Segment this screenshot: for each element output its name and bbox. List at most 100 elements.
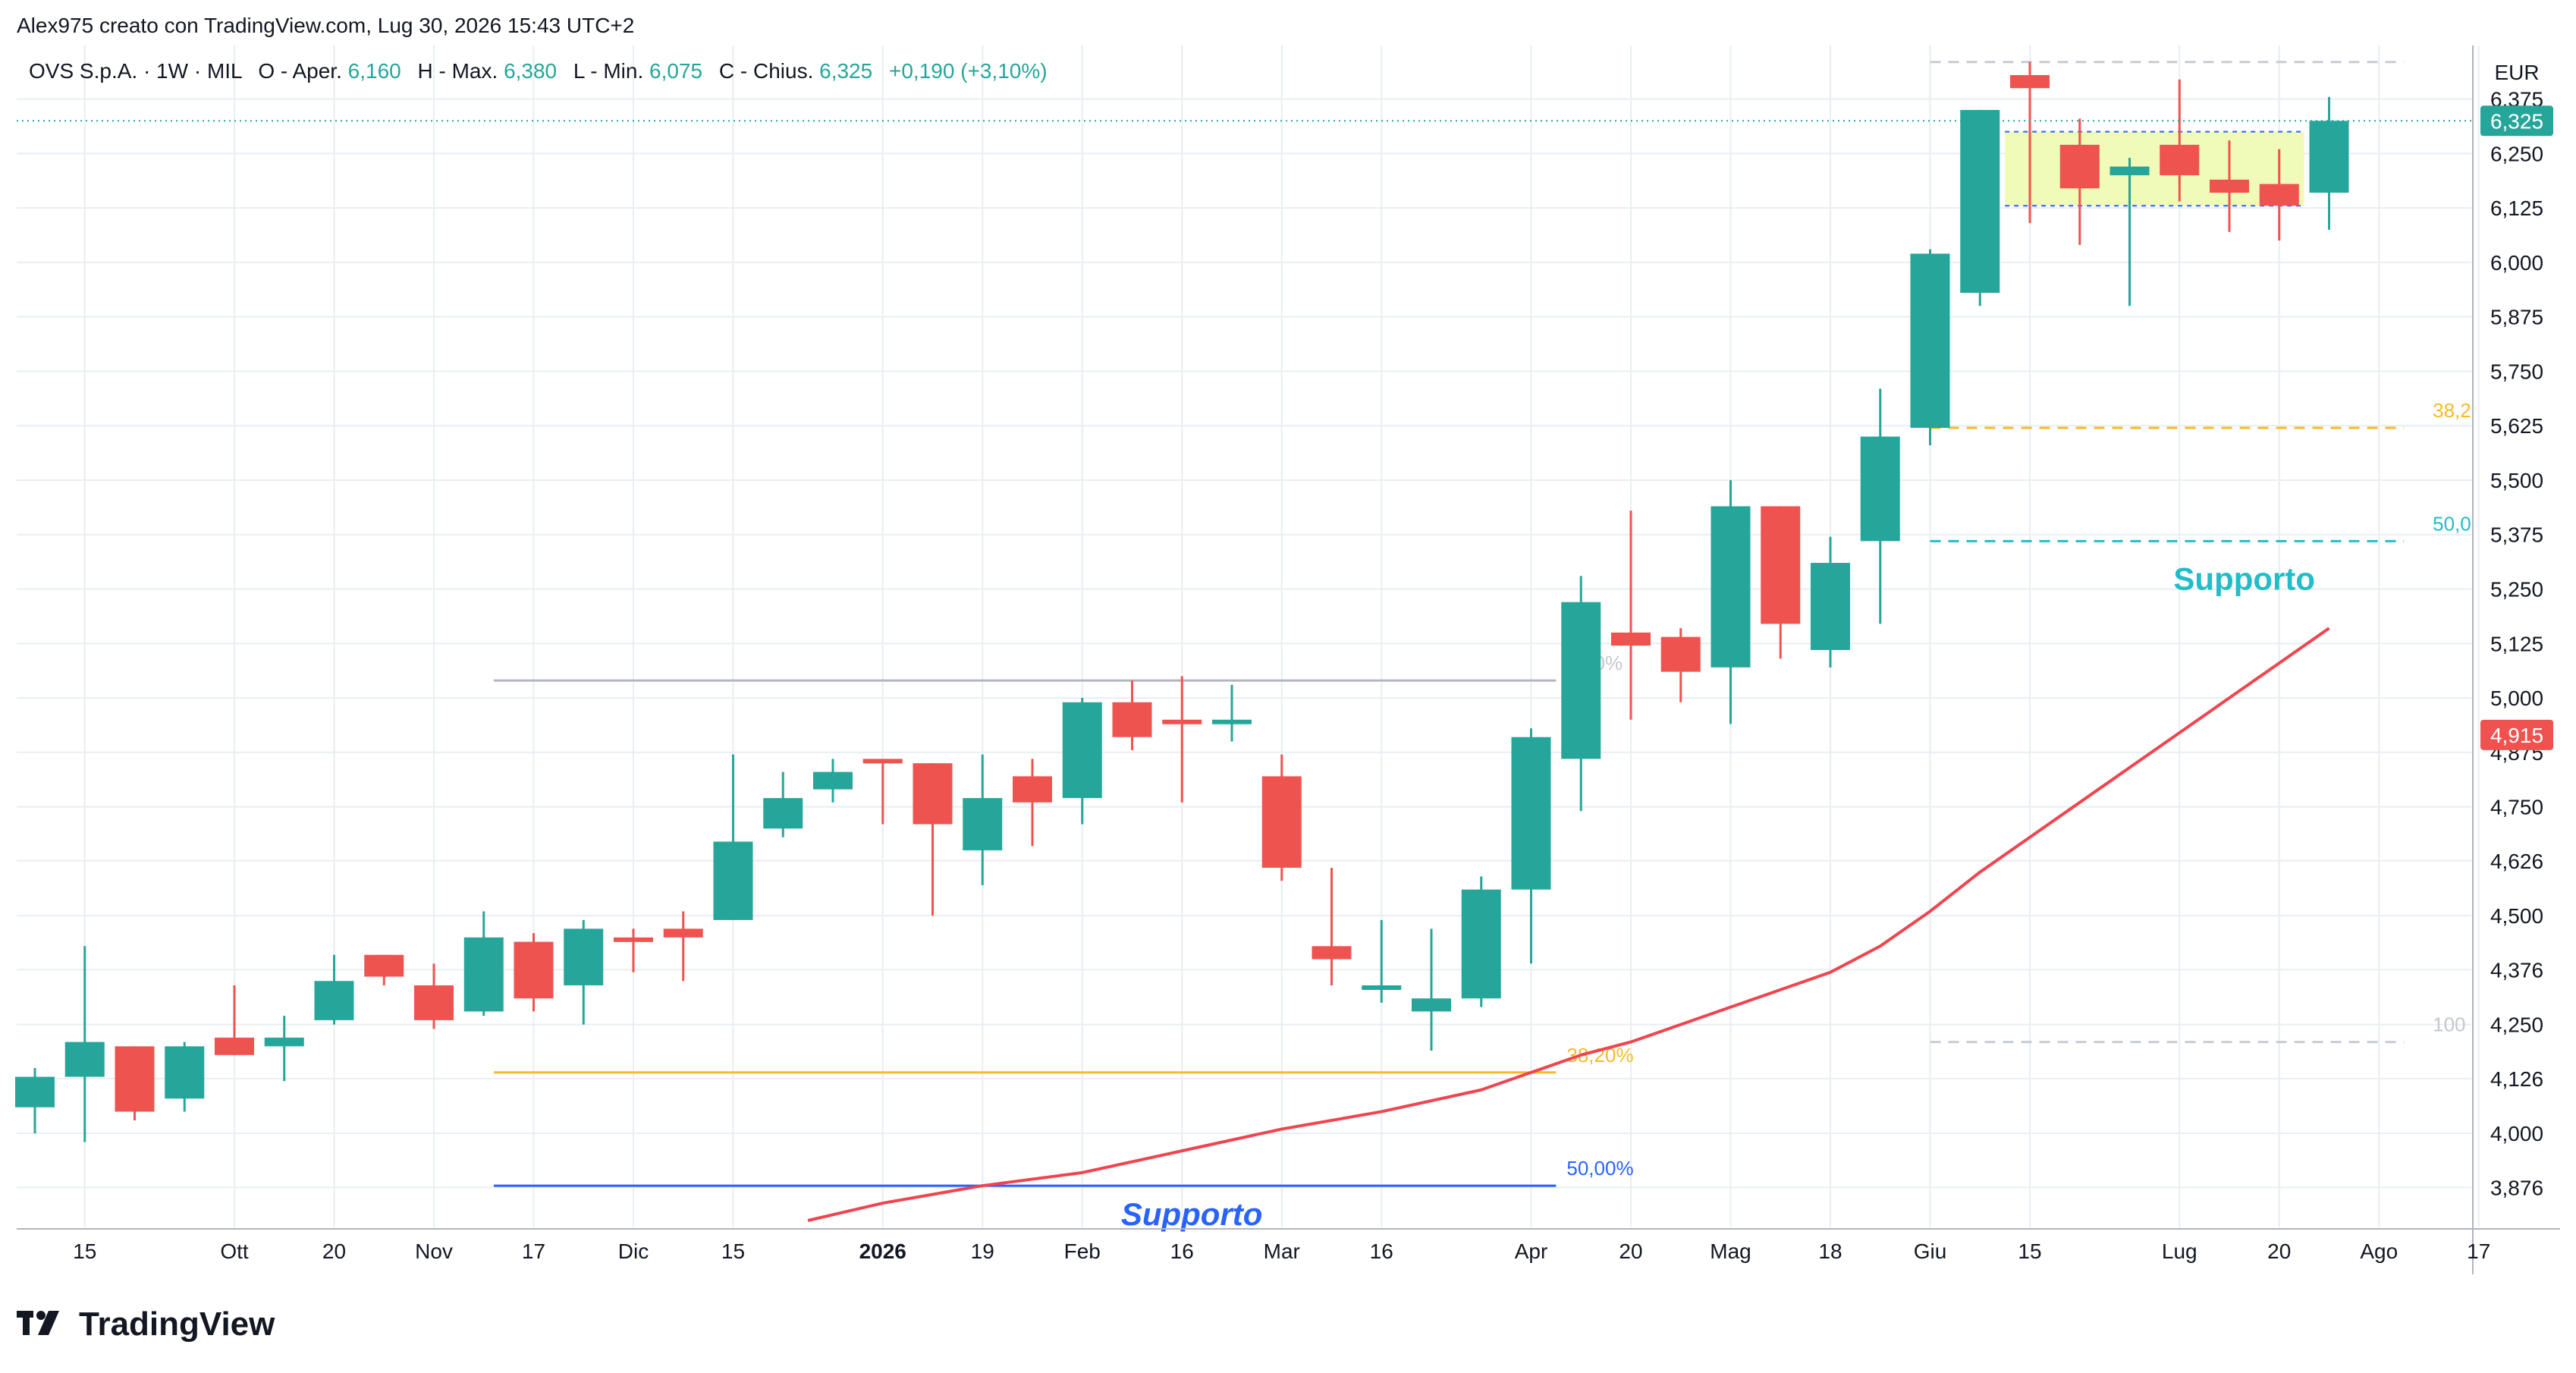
time-tick-label: 2026	[859, 1239, 906, 1263]
symbol-label: OVS S.p.A. · 1W · MIL	[29, 59, 242, 83]
candle[interactable]	[2059, 118, 2100, 245]
candle-body	[963, 798, 1003, 850]
candle[interactable]	[713, 754, 753, 920]
candle-body	[1910, 253, 1950, 429]
price-tick-label: 5,375	[2490, 523, 2543, 547]
time-tick-label: Lug	[2162, 1239, 2197, 1263]
last-price-badge-bg	[2480, 105, 2553, 137]
candle[interactable]	[1013, 759, 1052, 847]
candle[interactable]	[1362, 919, 1402, 1003]
candle[interactable]	[1412, 928, 1451, 1051]
candle[interactable]	[1112, 680, 1152, 750]
candle-body	[1062, 702, 1102, 799]
currency-label[interactable]: EUR	[2494, 61, 2539, 84]
candle[interactable]	[564, 919, 604, 1025]
candle-body	[713, 841, 753, 920]
moving-average[interactable]	[807, 627, 2330, 1222]
price-tick-label: 4,000	[2490, 1122, 2543, 1145]
candle[interactable]	[1910, 249, 1950, 446]
candle[interactable]	[963, 754, 1003, 885]
tradingview-logo-icon	[17, 1311, 59, 1335]
candle[interactable]	[1212, 684, 1252, 742]
low-value: 6,075	[649, 59, 702, 83]
candle-body	[463, 937, 504, 1012]
credit-text: Alex975 creato con TradingView.com, Lug …	[17, 14, 634, 37]
candle[interactable]	[862, 759, 903, 825]
candle-body	[1860, 436, 1900, 542]
price-tick-label: 4,376	[2490, 958, 2543, 982]
candle-body	[1561, 602, 1601, 759]
candle[interactable]	[1660, 628, 1701, 702]
moving-average-line[interactable]	[807, 627, 2330, 1222]
open-value: 6,160	[348, 59, 401, 83]
candle[interactable]	[2309, 96, 2349, 230]
candle[interactable]	[1811, 536, 1850, 668]
candle[interactable]	[1312, 867, 1352, 985]
fibonacci-drawings[interactable]: 0,00%38,20%50,00%Supporto38,250,0100Supp…	[493, 61, 2471, 1232]
candle[interactable]	[813, 759, 853, 803]
ma-value-badge-bg	[2480, 719, 2553, 750]
zone-fill[interactable]	[2005, 131, 2304, 206]
candle[interactable]	[1860, 388, 1900, 624]
candle[interactable]	[463, 911, 504, 1016]
time-tick-label: 19	[971, 1239, 994, 1263]
time-tick-label: 15	[73, 1239, 96, 1263]
time-axis[interactable]: 15 Ott 20 Nov 17 Dic 15 2026 19 Feb 16 Mar 16 Apr 20 Ma…	[73, 1239, 2490, 1263]
candle[interactable]	[1261, 754, 1302, 881]
candle[interactable]	[2259, 149, 2299, 241]
time-tick-label: Nov	[415, 1239, 453, 1263]
candle[interactable]	[2160, 79, 2200, 202]
candle[interactable]	[1561, 576, 1601, 812]
candle[interactable]	[215, 985, 254, 1055]
candle-body	[314, 981, 354, 1020]
candle[interactable]	[663, 911, 703, 982]
price-tick-label: 4,250	[2490, 1013, 2543, 1037]
price-tick-label: 3,876	[2490, 1176, 2543, 1199]
price-axis[interactable]: 3,876 4,000 4,126 4,250 4,376 4,500 4,626 4,750…	[2480, 88, 2553, 1200]
candle-body	[2309, 121, 2349, 193]
candle[interactable]	[614, 928, 653, 972]
candle-body	[64, 1042, 105, 1077]
candle-body	[2259, 184, 2299, 206]
candle[interactable]	[2210, 140, 2249, 232]
candles[interactable]	[15, 61, 2349, 1142]
candle[interactable]	[514, 933, 554, 1012]
candle[interactable]	[264, 1016, 304, 1082]
candle[interactable]	[2109, 158, 2150, 306]
candle[interactable]	[165, 1042, 205, 1112]
candle-body	[264, 1037, 304, 1047]
candle[interactable]	[1711, 479, 1751, 724]
candle[interactable]	[314, 954, 354, 1025]
candle[interactable]	[115, 1046, 155, 1120]
candle[interactable]	[1761, 506, 1801, 659]
time-tick-label: Ott	[220, 1239, 249, 1263]
candle[interactable]	[1960, 109, 2000, 306]
candle[interactable]	[414, 963, 454, 1029]
candle-body	[2210, 179, 2249, 193]
candle[interactable]	[364, 954, 404, 985]
candle-body	[1511, 737, 1551, 890]
candle-body	[514, 941, 554, 999]
candle[interactable]	[1611, 511, 1651, 720]
fib-right-level-label: 38,2	[2433, 399, 2471, 422]
candle-body	[2059, 144, 2100, 189]
candle[interactable]	[1511, 728, 1551, 964]
candle[interactable]	[15, 1068, 55, 1134]
candle[interactable]	[1162, 676, 1202, 803]
candle-body	[364, 954, 404, 977]
consolidation-zone[interactable]	[2005, 130, 2304, 207]
candle-body	[414, 985, 454, 1020]
candle[interactable]	[763, 771, 803, 837]
time-tick-label: 17	[522, 1239, 545, 1263]
price-tick-label: 5,750	[2490, 360, 2543, 383]
candle[interactable]	[64, 946, 105, 1142]
change-value: +0,190 (+3,10%)	[889, 59, 1048, 83]
candle[interactable]	[2010, 61, 2050, 224]
candle[interactable]	[1461, 876, 1501, 1007]
candle[interactable]	[1062, 698, 1102, 825]
time-tick-label: Mag	[1710, 1239, 1751, 1263]
candle-body	[115, 1046, 155, 1112]
candle[interactable]	[913, 763, 953, 916]
